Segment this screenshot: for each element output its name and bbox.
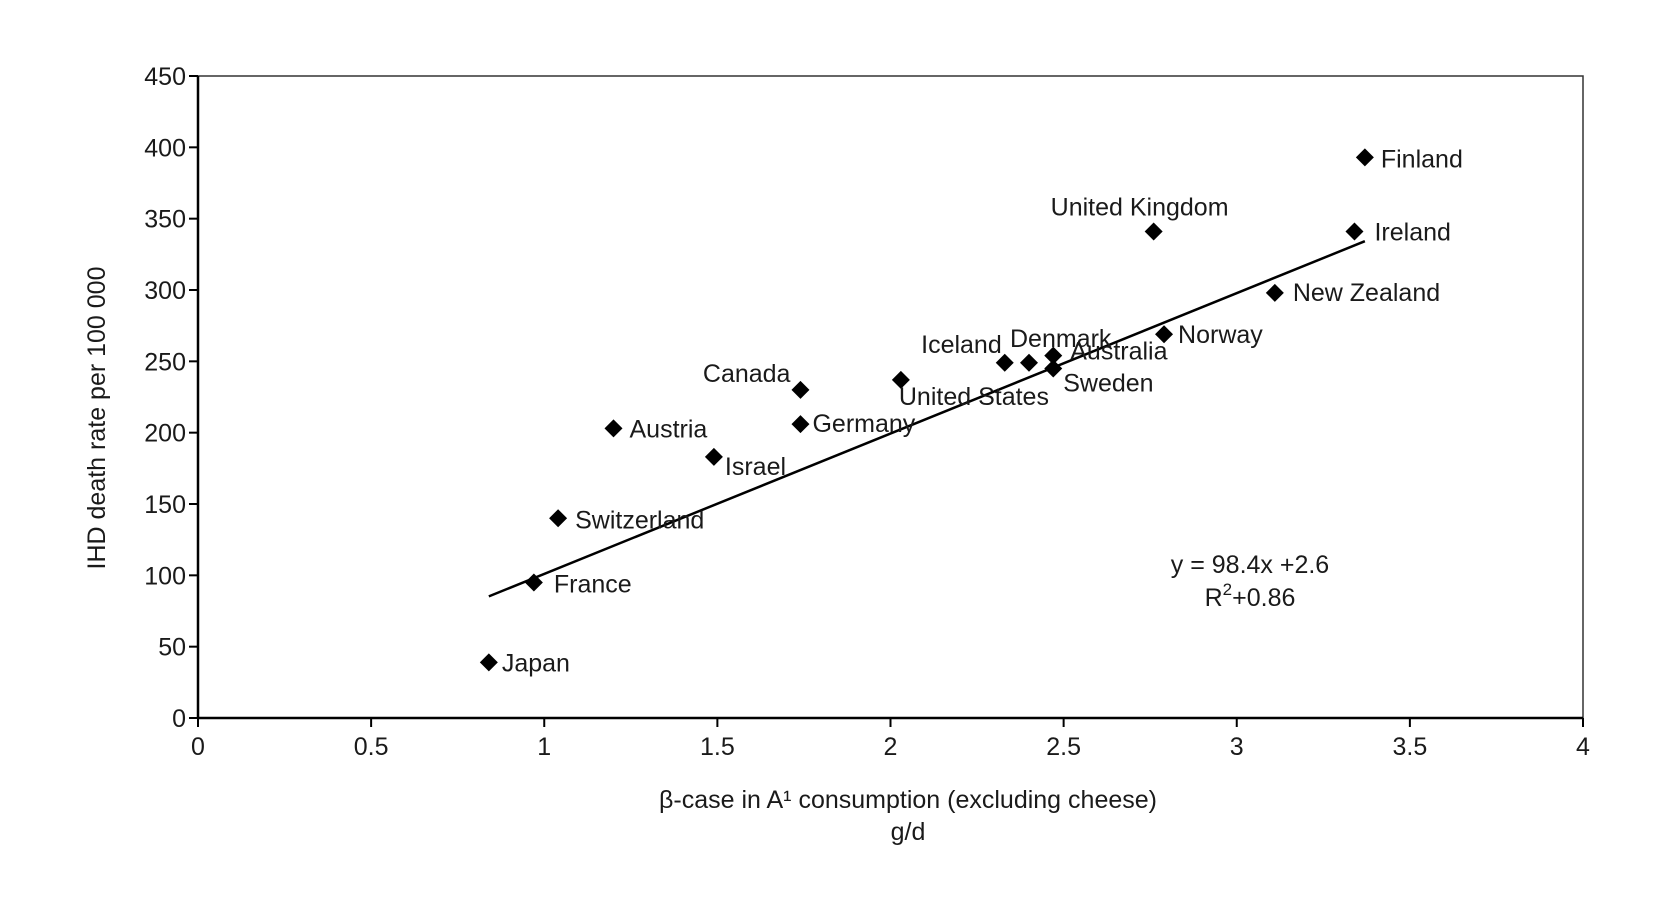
data-point-ireland	[1345, 222, 1364, 241]
y-tick-label: 50	[158, 634, 186, 662]
point-label-ireland: Ireland	[1374, 219, 1450, 247]
x-axis-title: β-case in A¹ consumption (excluding chee…	[659, 786, 1157, 814]
x-tick-label: 1	[537, 733, 551, 761]
y-tick-label: 400	[144, 134, 186, 162]
point-label-germany: Germany	[812, 410, 915, 438]
point-label-new-zealand: New Zealand	[1293, 279, 1440, 307]
point-label-austria: Austria	[630, 415, 708, 443]
y-axis-ticks: 0 50 100 150 200 250 300 350 400 450	[144, 63, 198, 733]
point-label-united-kingdom: United Kingdom	[1051, 194, 1229, 222]
data-point-sweden	[1044, 359, 1063, 378]
data-point-iceland	[995, 353, 1014, 372]
x-tick-label: 0	[191, 733, 205, 761]
point-label-denmark: Denmark	[1010, 325, 1112, 353]
data-point-labels: Japan France Switzerland Austria Israel Canad…	[502, 145, 1463, 677]
data-point-germany	[791, 415, 810, 434]
point-label-united-states: United States	[899, 383, 1049, 411]
y-tick-label: 250	[144, 348, 186, 376]
plot-frame	[196, 75, 1584, 720]
r-squared-superscript: 2	[1223, 580, 1232, 599]
point-label-japan: Japan	[502, 649, 570, 677]
plot-area-border	[197, 75, 1584, 719]
r-squared-label: R2+0.86	[1205, 580, 1296, 612]
point-label-switzerland: Switzerland	[575, 506, 704, 534]
data-points	[479, 148, 1374, 672]
data-point-switzerland	[549, 509, 568, 528]
trendline	[488, 240, 1366, 598]
point-label-israel: Israel	[725, 453, 786, 481]
y-tick-label: 350	[144, 206, 186, 234]
x-tick-label: 0.5	[354, 733, 389, 761]
data-point-united-states	[891, 370, 910, 389]
x-tick-label: 2.5	[1046, 733, 1081, 761]
x-tick-label: 1.5	[700, 733, 735, 761]
r-squared-value: +0.86	[1232, 584, 1295, 612]
data-point-finland	[1355, 148, 1374, 167]
x-axis-title-unit: g/d	[891, 818, 926, 846]
x-axis-ticks: 0 0.5 1 1.5 2 2.5 3 3.5 4	[191, 718, 1590, 761]
y-tick-label: 300	[144, 277, 186, 305]
y-tick-label: 200	[144, 420, 186, 448]
y-axis-title: IHD death rate per 100 000	[83, 267, 111, 570]
data-point-austria	[604, 419, 623, 438]
x-tick-label: 2	[884, 733, 898, 761]
data-point-norway	[1155, 325, 1174, 344]
point-label-sweden: Sweden	[1063, 369, 1153, 397]
y-tick-label: 0	[172, 705, 186, 733]
data-point-new-zealand	[1265, 283, 1284, 302]
x-tick-label: 4	[1576, 733, 1590, 761]
y-tick-label: 450	[144, 63, 186, 91]
data-point-france	[524, 573, 543, 592]
y-tick-label: 100	[144, 562, 186, 590]
point-label-finland: Finland	[1381, 145, 1463, 173]
point-label-canada: Canada	[703, 360, 791, 388]
point-label-norway: Norway	[1178, 321, 1263, 349]
point-label-france: France	[554, 570, 632, 598]
point-label-australia: Australia	[1070, 338, 1167, 366]
data-point-canada	[791, 380, 810, 399]
data-point-denmark	[1020, 353, 1038, 372]
data-point-japan	[479, 653, 498, 672]
regression-equation: y = 98.4x +2.6	[1171, 551, 1329, 579]
y-tick-label: 150	[144, 491, 186, 519]
data-point-australia	[1044, 346, 1063, 365]
data-point-israel	[704, 447, 723, 466]
data-point-united-kingdom	[1144, 222, 1163, 241]
r-squared-prefix: R	[1205, 584, 1223, 612]
x-tick-label: 3	[1230, 733, 1244, 761]
point-label-iceland: Iceland	[921, 331, 1002, 359]
x-tick-label: 3.5	[1392, 733, 1427, 761]
